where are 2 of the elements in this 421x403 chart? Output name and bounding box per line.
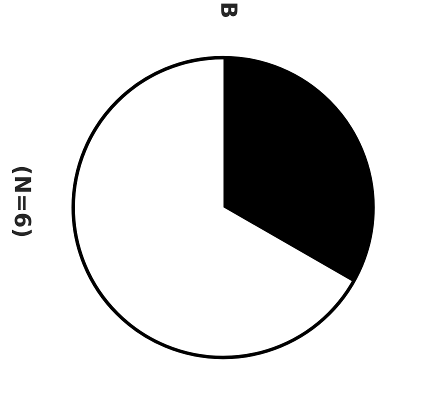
- text: (N=6): [12, 166, 32, 236]
- chart-title: B: [221, 4, 238, 17]
